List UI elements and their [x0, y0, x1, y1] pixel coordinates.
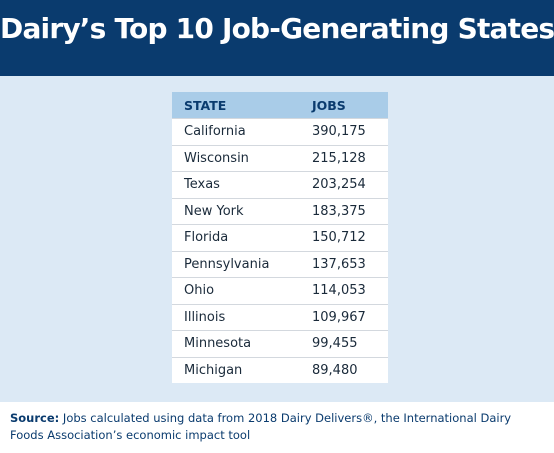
- state-cell: Michigan: [172, 356, 304, 383]
- column-header: STATE: [172, 92, 304, 119]
- source-box: Source: Jobs calculated using data from …: [0, 402, 554, 453]
- state-cell: Florida: [172, 224, 304, 251]
- jobs-cell: 215,128: [304, 144, 388, 172]
- jobs-cell: 183,375: [304, 197, 388, 225]
- jobs-cell: 99,455: [304, 330, 388, 357]
- header-row: STATE JOBS: [172, 92, 388, 119]
- state-cell: Ohio: [172, 277, 304, 304]
- column-header: JOBS: [304, 92, 388, 119]
- source-label: Source:: [10, 411, 60, 425]
- header: Dairy’s Top 10 Job-Generating States: [0, 0, 554, 76]
- source-text: Jobs calculated using data from 2018 Dai…: [10, 411, 512, 442]
- state-cell: California: [172, 118, 304, 145]
- table-row: Pennsylvania 137,653: [172, 250, 388, 278]
- title: Dairy’s Top 10 Job-Generating States: [0, 12, 554, 45]
- table-body: California 390,175 Wisconsin 215,128 Texas 20…: [172, 118, 388, 383]
- table-row: Michigan 89,480: [172, 356, 388, 383]
- jobs-cell: 137,653: [304, 250, 388, 278]
- jobs-cell: 89,480: [304, 356, 388, 383]
- table-row: Illinois 109,967: [172, 303, 388, 331]
- jobs-cell: 109,967: [304, 303, 388, 331]
- state-cell: Texas: [172, 171, 304, 198]
- state-cell: Illinois: [172, 303, 304, 331]
- state-cell: Wisconsin: [172, 144, 304, 172]
- state-cell: Pennsylvania: [172, 250, 304, 278]
- jobs-table: STATE JOBS California 390,175 Wisconsin 215,…: [172, 92, 388, 383]
- table-row: California 390,175: [172, 118, 388, 145]
- source: Source: Jobs calculated using data from …: [10, 410, 540, 444]
- table-row: Ohio 114,053: [172, 277, 388, 304]
- table-row: Florida 150,712: [172, 224, 388, 251]
- state-cell: Minnesota: [172, 330, 304, 357]
- table-row: Minnesota 99,455: [172, 330, 388, 357]
- jobs-cell: 203,254: [304, 171, 388, 198]
- jobs-cell: 390,175: [304, 118, 388, 145]
- jobs-cell: 114,053: [304, 277, 388, 304]
- table-row: New York 183,375: [172, 197, 388, 225]
- table-row: Texas 203,254: [172, 171, 388, 198]
- state-cell: New York: [172, 197, 304, 225]
- table-row: Wisconsin 215,128: [172, 144, 388, 172]
- jobs-cell: 150,712: [304, 224, 388, 251]
